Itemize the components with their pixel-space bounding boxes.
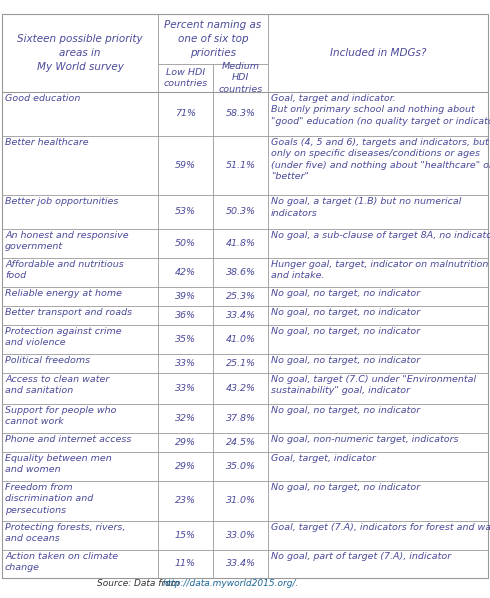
Text: No goal, no target, no indicator: No goal, no target, no indicator (271, 327, 420, 335)
Text: 42%: 42% (175, 268, 196, 277)
Text: 24.5%: 24.5% (225, 438, 255, 447)
Text: Phone and internet access: Phone and internet access (5, 435, 131, 444)
Text: No goal, no target, no indicator: No goal, no target, no indicator (271, 483, 420, 492)
Text: No goal, a sub-clause of target 8A, no indicator: No goal, a sub-clause of target 8A, no i… (271, 231, 490, 240)
Text: Better healthcare: Better healthcare (5, 138, 89, 147)
Text: 33%: 33% (175, 359, 196, 368)
Text: Included in MDGs?: Included in MDGs? (330, 48, 426, 58)
Text: 36%: 36% (175, 311, 196, 320)
Text: 31.0%: 31.0% (225, 496, 255, 505)
Text: 41.0%: 41.0% (225, 335, 255, 344)
Text: 29%: 29% (175, 438, 196, 447)
Text: Better job opportunities: Better job opportunities (5, 197, 119, 206)
Text: 38.6%: 38.6% (225, 268, 255, 277)
Text: Percent naming as
one of six top
priorities: Percent naming as one of six top priorit… (164, 20, 262, 58)
Text: No goal, non-numeric target, indicators: No goal, non-numeric target, indicators (271, 435, 459, 444)
Text: 35%: 35% (175, 335, 196, 344)
Text: 23%: 23% (175, 496, 196, 505)
Text: Good education: Good education (5, 94, 80, 103)
Text: No goal, a target (1.B) but no numerical
indicators: No goal, a target (1.B) but no numerical… (271, 197, 462, 218)
Text: Goal, target, indicator: Goal, target, indicator (271, 454, 376, 463)
Text: Action taken on climate
change: Action taken on climate change (5, 552, 118, 572)
Text: 59%: 59% (175, 161, 196, 170)
Text: 25.3%: 25.3% (225, 292, 255, 301)
Text: Better transport and roads: Better transport and roads (5, 308, 132, 317)
Text: Data from: Data from (134, 579, 182, 588)
Text: 50.3%: 50.3% (225, 208, 255, 216)
Text: Goal, target (7.A), indicators for forest and water: Goal, target (7.A), indicators for fores… (271, 523, 490, 532)
Text: No goal, no target, no indicator: No goal, no target, no indicator (271, 406, 420, 415)
Text: 53%: 53% (175, 208, 196, 216)
Text: 33.0%: 33.0% (225, 531, 255, 540)
Text: Freedom from
discrimination and
persecutions: Freedom from discrimination and persecut… (5, 483, 93, 515)
Text: 33%: 33% (175, 384, 196, 393)
Text: Political freedoms: Political freedoms (5, 356, 90, 365)
Text: Goals (4, 5 and 6), targets and indicators, but
only on specific diseases/condit: Goals (4, 5 and 6), targets and indicato… (271, 138, 490, 181)
Text: 71%: 71% (175, 109, 196, 118)
Text: http://data.myworld2015.org/.: http://data.myworld2015.org/. (163, 579, 299, 588)
Text: Goal, target and indicator.
But only primary school and nothing about
"good" edu: Goal, target and indicator. But only pri… (271, 94, 490, 126)
Text: No goal, part of target (7.A), indicator: No goal, part of target (7.A), indicator (271, 552, 451, 561)
Text: 29%: 29% (175, 462, 196, 471)
Text: 43.2%: 43.2% (225, 384, 255, 393)
Text: Source:: Source: (97, 579, 134, 588)
Text: 39%: 39% (175, 292, 196, 301)
Text: 32%: 32% (175, 414, 196, 423)
Text: 15%: 15% (175, 531, 196, 540)
Text: Hunger goal, target, indicator on malnutrition
and intake.: Hunger goal, target, indicator on malnut… (271, 260, 489, 280)
Text: Equality between men
and women: Equality between men and women (5, 454, 112, 474)
Text: Protection against crime
and violence: Protection against crime and violence (5, 327, 122, 347)
Text: Protecting forests, rivers,
and oceans: Protecting forests, rivers, and oceans (5, 523, 125, 543)
Text: Medium
HDI
countries: Medium HDI countries (219, 62, 263, 94)
Text: 41.8%: 41.8% (225, 239, 255, 248)
Text: An honest and responsive
government: An honest and responsive government (5, 231, 128, 251)
Text: 33.4%: 33.4% (225, 559, 255, 569)
Text: 33.4%: 33.4% (225, 311, 255, 320)
Text: Sixteen possible priority
areas in
My World survey: Sixteen possible priority areas in My Wo… (17, 34, 143, 72)
Text: No goal, no target, no indicator: No goal, no target, no indicator (271, 308, 420, 317)
Text: 37.8%: 37.8% (225, 414, 255, 423)
Text: Low HDI
countries: Low HDI countries (163, 68, 208, 89)
Text: Affordable and nutritious
food: Affordable and nutritious food (5, 260, 124, 280)
Text: No goal, no target, no indicator: No goal, no target, no indicator (271, 289, 420, 298)
Text: No goal, target (7.C) under "Environmental
sustainability" goal, indicator: No goal, target (7.C) under "Environment… (271, 374, 476, 395)
Text: No goal, no target, no indicator: No goal, no target, no indicator (271, 356, 420, 365)
Text: 35.0%: 35.0% (225, 462, 255, 471)
Text: Reliable energy at home: Reliable energy at home (5, 289, 122, 298)
Text: 25.1%: 25.1% (225, 359, 255, 368)
Text: 11%: 11% (175, 559, 196, 569)
Text: Access to clean water
and sanitation: Access to clean water and sanitation (5, 374, 109, 395)
Text: 50%: 50% (175, 239, 196, 248)
Text: 51.1%: 51.1% (225, 161, 255, 170)
Text: Support for people who
cannot work: Support for people who cannot work (5, 406, 117, 426)
Text: 58.3%: 58.3% (225, 109, 255, 118)
